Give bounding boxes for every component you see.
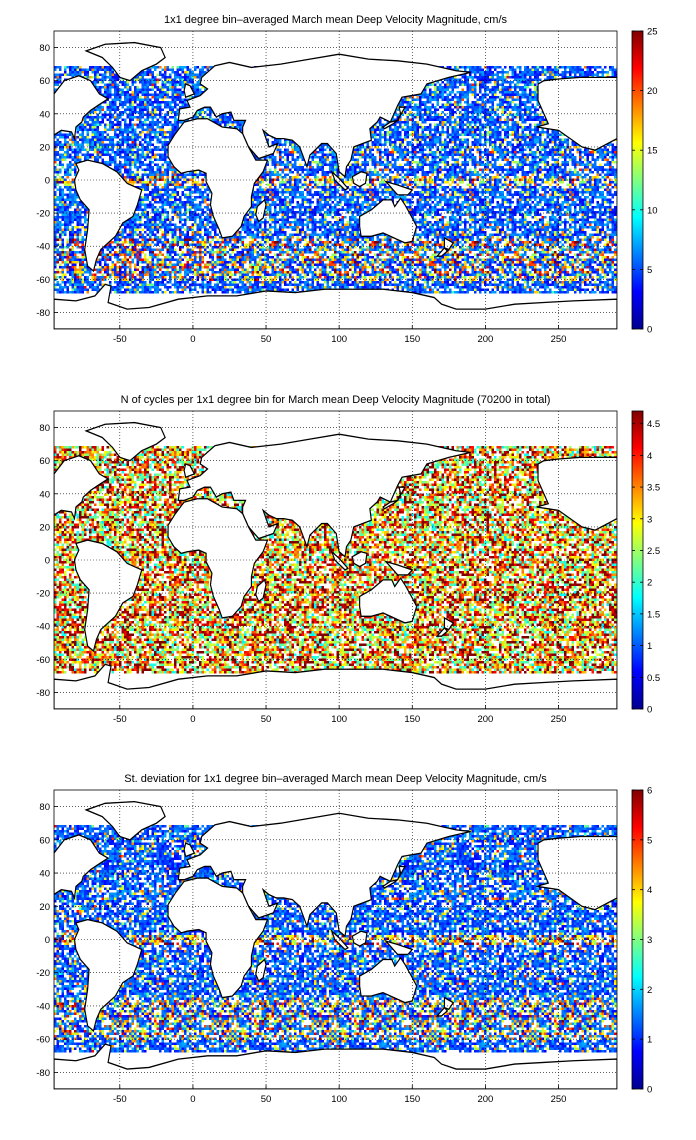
chart-panel-1: 1x1 degree bin–averaged March mean Deep … — [36, 14, 657, 345]
x-tick-label: 250 — [551, 714, 567, 725]
y-tick-label: 20 — [39, 902, 50, 913]
x-tick-label: 250 — [551, 1094, 567, 1105]
colorbar-tick-label: 3.5 — [647, 483, 660, 494]
colorbar-tick-label: 6 — [647, 786, 652, 797]
colorbar-tick-label: 1.5 — [647, 609, 660, 620]
colorbar-tick-label: 25 — [647, 27, 658, 38]
y-tick-label: 80 — [39, 423, 50, 434]
y-tick-label: -80 — [36, 688, 50, 699]
x-tick-label: 0 — [190, 334, 195, 345]
chart-title: 1x1 degree bin–averaged March mean Deep … — [164, 14, 508, 26]
y-tick-label: 0 — [45, 176, 50, 187]
x-tick-label: -50 — [113, 334, 127, 345]
heatmap-field — [54, 800, 617, 1089]
colorbar-tick-label: 4 — [647, 451, 652, 462]
y-tick-label: -40 — [36, 622, 50, 633]
grid-lines — [54, 31, 617, 329]
colorbar-tick-label: 0 — [647, 325, 652, 336]
colorbar-tick-label: 0.5 — [647, 673, 660, 684]
x-tick-label: 150 — [404, 334, 420, 345]
colorbar-tick-label: 4.5 — [647, 419, 660, 430]
x-tick-label: 0 — [190, 714, 195, 725]
colorbar-tick-label: 3 — [647, 514, 652, 525]
heatmap-field — [54, 421, 617, 709]
y-tick-label: 80 — [39, 43, 50, 54]
grid-lines — [54, 411, 617, 709]
x-tick-label: 250 — [551, 334, 567, 345]
x-tick-label: 150 — [404, 714, 420, 725]
colorbar-tick-label: 2 — [647, 578, 652, 589]
y-tick-label: -20 — [36, 968, 50, 979]
x-tick-label: 200 — [477, 1094, 493, 1105]
chart-title: N of cycles per 1x1 degree bin for March… — [121, 394, 551, 406]
heatmap-field — [54, 41, 617, 329]
colorbar-tick-label: 1 — [647, 1035, 652, 1046]
y-tick-label: 60 — [39, 76, 50, 87]
colorbar-tick-label: 1 — [647, 641, 652, 652]
y-tick-label: -60 — [36, 655, 50, 666]
colorbar: 0 5 10 15 20 25 — [631, 27, 658, 336]
x-tick-label: 50 — [261, 334, 272, 345]
chart-title: St. deviation for 1x1 degree bin–average… — [124, 773, 547, 785]
colorbar-tick-label: 15 — [647, 146, 658, 157]
chart-panel-3: St. deviation for 1x1 degree bin–average… — [36, 773, 652, 1105]
colorbar-tick-label: 0 — [647, 1085, 652, 1096]
colorbar-tick-label: 5 — [647, 265, 652, 276]
colorbar-tick-label: 5 — [647, 835, 652, 846]
x-tick-label: 100 — [331, 334, 347, 345]
x-tick-label: -50 — [113, 714, 127, 725]
x-tick-label: -50 — [113, 1094, 127, 1105]
x-tick-label: 50 — [261, 1094, 272, 1105]
y-tick-label: 80 — [39, 802, 50, 813]
grid-lines — [54, 790, 617, 1089]
colorbar-tick-label: 20 — [647, 86, 658, 97]
x-tick-label: 100 — [331, 714, 347, 725]
y-tick-label: 60 — [39, 456, 50, 467]
y-tick-label: -60 — [36, 1035, 50, 1046]
y-tick-label: -40 — [36, 1001, 50, 1012]
y-tick-label: -80 — [36, 308, 50, 319]
colorbar: 0 0.5 1 1.5 2 2.5 3 3.5 4 4.5 — [631, 410, 660, 716]
x-tick-label: 100 — [331, 1094, 347, 1105]
x-tick-label: 0 — [190, 1094, 195, 1105]
colorbar-tick-label: 10 — [647, 205, 658, 216]
x-tick-label: 50 — [261, 714, 272, 725]
y-tick-label: -60 — [36, 275, 50, 286]
y-tick-label: -20 — [36, 589, 50, 600]
y-tick-label: 20 — [39, 522, 50, 533]
y-tick-label: 40 — [39, 109, 50, 120]
colorbar-tick-label: 2 — [647, 985, 652, 996]
x-tick-label: 150 — [404, 1094, 420, 1105]
y-tick-label: -80 — [36, 1068, 50, 1079]
x-tick-label: 200 — [477, 714, 493, 725]
colorbar-tick-label: 2.5 — [647, 546, 660, 557]
x-tick-label: 200 — [477, 334, 493, 345]
chart-panel-2: N of cycles per 1x1 degree bin for March… — [36, 394, 660, 725]
y-tick-label: 0 — [45, 556, 50, 567]
colorbar-tick-label: 4 — [647, 885, 652, 896]
y-tick-label: 60 — [39, 835, 50, 846]
colorbar-tick-label: 0 — [647, 705, 652, 716]
y-tick-label: -40 — [36, 242, 50, 253]
y-tick-label: 0 — [45, 935, 50, 946]
colorbar-tick-label: 3 — [647, 935, 652, 946]
y-tick-label: 20 — [39, 142, 50, 153]
y-tick-label: -20 — [36, 209, 50, 220]
y-tick-label: 40 — [39, 489, 50, 500]
colorbar: 0 1 2 3 4 5 6 — [631, 786, 652, 1096]
y-tick-label: 40 — [39, 869, 50, 880]
